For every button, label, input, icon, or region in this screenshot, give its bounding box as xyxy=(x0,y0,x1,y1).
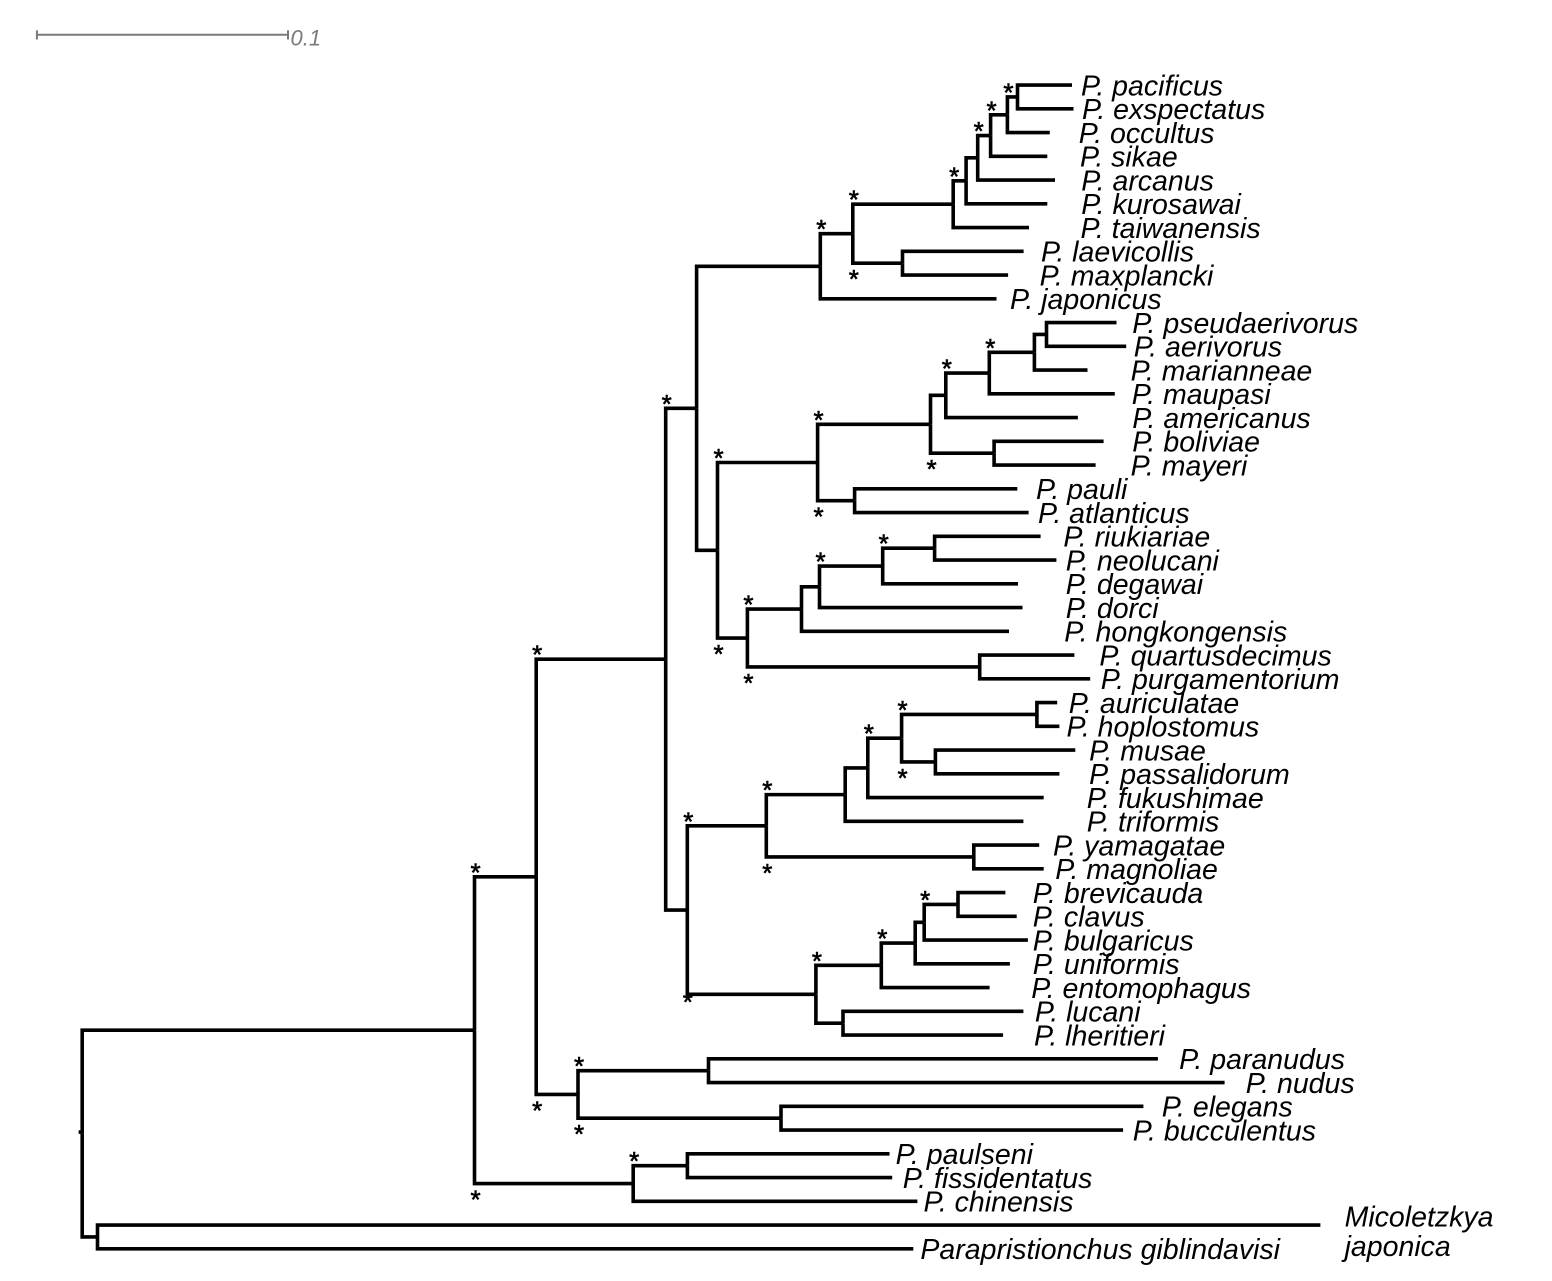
svg-text:P. riukiariae: P. riukiariae xyxy=(1063,522,1210,554)
svg-text:P. passalidorum: P. passalidorum xyxy=(1089,759,1290,791)
svg-text:P. pacificus: P. pacificus xyxy=(1081,70,1223,102)
svg-text:P. laevicollis: P. laevicollis xyxy=(1041,237,1194,269)
svg-text:P. fissidentatus: P. fissidentatus xyxy=(903,1163,1093,1195)
svg-text:P. degawai: P. degawai xyxy=(1066,569,1204,601)
svg-text:*: * xyxy=(743,590,753,620)
svg-text:P. kurosawai: P. kurosawai xyxy=(1081,189,1241,221)
svg-text:P. exspectatus: P. exspectatus xyxy=(1082,94,1265,126)
svg-text:P. americanus: P. americanus xyxy=(1132,403,1311,435)
svg-text:P. occultus: P. occultus xyxy=(1079,118,1215,150)
svg-text:*: * xyxy=(985,333,995,363)
svg-text:Micoletzkya: Micoletzkya xyxy=(1345,1202,1494,1234)
svg-text:P. neolucani: P. neolucani xyxy=(1066,545,1220,577)
svg-text:*: * xyxy=(574,1119,584,1149)
svg-text:P. paranudus: P. paranudus xyxy=(1179,1044,1345,1076)
svg-text:P. clavus: P. clavus xyxy=(1033,902,1145,934)
svg-text:*: * xyxy=(743,668,753,698)
svg-text:P. chinensis: P. chinensis xyxy=(924,1187,1074,1219)
svg-text:*: * xyxy=(532,640,542,670)
svg-text:P. boliviae: P. boliviae xyxy=(1132,427,1260,459)
svg-text:P. pauli: P. pauli xyxy=(1036,474,1128,506)
svg-text:P. japonicus: P. japonicus xyxy=(1010,284,1162,316)
svg-text:P. bulgaricus: P. bulgaricus xyxy=(1033,925,1194,957)
svg-text:P. atlanticus: P. atlanticus xyxy=(1038,498,1190,530)
svg-text:P. paulseni: P. paulseni xyxy=(896,1139,1034,1171)
svg-text:*: * xyxy=(683,806,693,836)
svg-text:*: * xyxy=(877,924,887,954)
svg-text:*: * xyxy=(949,161,959,191)
svg-text:*: * xyxy=(879,529,889,559)
svg-text:*: * xyxy=(814,405,824,435)
svg-text:*: * xyxy=(1003,78,1013,108)
svg-text:P. magnoliae: P. magnoliae xyxy=(1055,854,1218,886)
svg-text:P. sikae: P. sikae xyxy=(1080,142,1178,174)
svg-text:*: * xyxy=(629,1146,639,1176)
svg-text:P. nudus: P. nudus xyxy=(1246,1068,1355,1100)
svg-text:P. entomophagus: P. entomophagus xyxy=(1031,973,1251,1005)
svg-text:P. pseudaerivorus: P. pseudaerivorus xyxy=(1132,308,1358,340)
svg-text:P. maupasi: P. maupasi xyxy=(1132,379,1272,411)
svg-text:*: * xyxy=(864,719,874,749)
svg-text:P. triformis: P. triformis xyxy=(1087,807,1220,839)
svg-text:*: * xyxy=(849,264,859,294)
svg-text:japonica: japonica xyxy=(1341,1231,1451,1263)
svg-text:P. hongkongensis: P. hongkongensis xyxy=(1064,617,1287,649)
svg-text:*: * xyxy=(987,95,997,125)
svg-text:P. arcanus: P. arcanus xyxy=(1081,165,1214,197)
svg-text:P. musae: P. musae xyxy=(1089,735,1206,767)
svg-text:0.1: 0.1 xyxy=(291,26,322,51)
svg-text:*: * xyxy=(762,858,772,888)
svg-text:*: * xyxy=(814,502,824,532)
svg-text:P. elegans: P. elegans xyxy=(1162,1092,1293,1124)
svg-text:*: * xyxy=(898,695,908,725)
svg-text:*: * xyxy=(683,987,693,1017)
svg-text:*: * xyxy=(812,946,822,976)
svg-text:*: * xyxy=(713,639,723,669)
svg-text:*: * xyxy=(942,354,952,384)
svg-text:*: * xyxy=(470,1185,480,1215)
svg-text:P. lheritieri: P. lheritieri xyxy=(1034,1020,1166,1052)
svg-text:P. hoplostomus: P. hoplostomus xyxy=(1067,712,1260,744)
svg-text:*: * xyxy=(762,775,772,805)
svg-text:P. quartusdecimus: P. quartusdecimus xyxy=(1099,640,1331,672)
svg-text:Parapristionchus giblindavisi: Parapristionchus giblindavisi xyxy=(920,1234,1280,1266)
svg-text:P. marianneae: P. marianneae xyxy=(1131,355,1313,387)
svg-text:*: * xyxy=(532,1096,542,1126)
svg-text:*: * xyxy=(974,116,984,146)
svg-text:P. taiwanensis: P. taiwanensis xyxy=(1081,213,1261,245)
svg-text:P. uniformis: P. uniformis xyxy=(1033,949,1180,981)
svg-text:*: * xyxy=(574,1051,584,1081)
svg-text:*: * xyxy=(470,857,480,887)
svg-text:*: * xyxy=(849,185,859,215)
svg-text:P. lucani: P. lucani xyxy=(1035,997,1141,1029)
svg-text:P. mayeri: P. mayeri xyxy=(1131,450,1248,482)
svg-text:*: * xyxy=(713,443,723,473)
svg-text:*: * xyxy=(662,389,672,419)
svg-text:P. bucculentus: P. bucculentus xyxy=(1133,1115,1316,1147)
svg-text:P. yamagatae: P. yamagatae xyxy=(1053,830,1225,862)
svg-text:P. fukushimae: P. fukushimae xyxy=(1087,783,1264,815)
svg-text:P. purgamentorium: P. purgamentorium xyxy=(1101,664,1340,696)
svg-text:*: * xyxy=(815,547,825,577)
svg-text:P. dorci: P. dorci xyxy=(1066,593,1160,625)
svg-text:P. auriculatae: P. auriculatae xyxy=(1069,688,1240,720)
svg-text:*: * xyxy=(926,454,936,484)
svg-text:*: * xyxy=(898,763,908,793)
svg-text:*: * xyxy=(816,214,826,244)
svg-text:*: * xyxy=(920,885,930,915)
svg-text:P. brevicauda: P. brevicauda xyxy=(1033,878,1204,910)
svg-text:P. aerivorus: P. aerivorus xyxy=(1134,332,1282,364)
svg-text:P. maxplancki: P. maxplancki xyxy=(1040,260,1214,292)
